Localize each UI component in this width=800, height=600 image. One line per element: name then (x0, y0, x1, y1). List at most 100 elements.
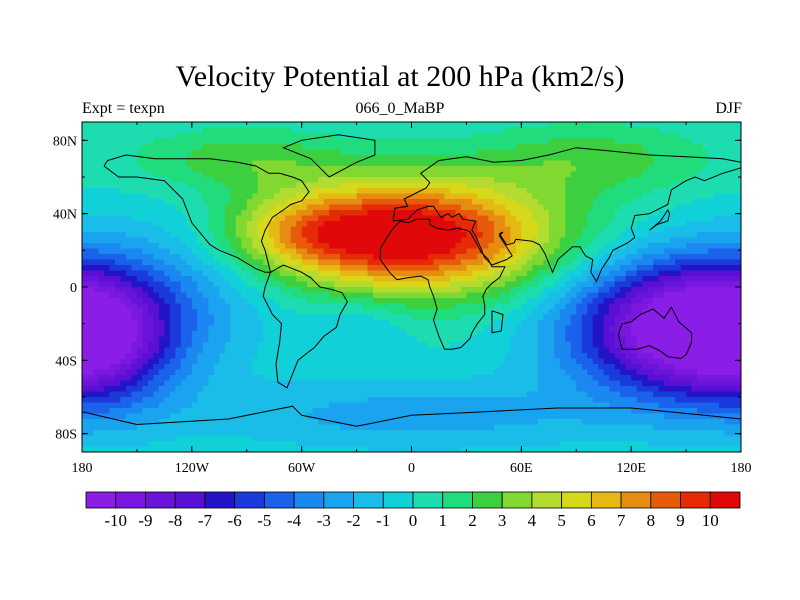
contour-cell (614, 342, 621, 349)
contour-cell (142, 259, 149, 266)
contour-cell (158, 243, 165, 250)
contour-cell (543, 160, 550, 167)
contour-cell (427, 204, 435, 211)
contour-cell (241, 204, 248, 211)
contour-cell (153, 243, 160, 250)
contour-cell (625, 331, 632, 338)
contour-cell (340, 199, 347, 206)
contour-cell (406, 210, 413, 217)
contour-cell (587, 232, 594, 239)
contour-cell (620, 133, 627, 140)
contour-cell (433, 259, 440, 266)
contour-cell (587, 127, 594, 134)
contour-cell (230, 309, 237, 316)
contour-cell (318, 138, 325, 145)
contour-cell (279, 204, 286, 211)
contour-cell (515, 303, 522, 310)
contour-cell (724, 155, 731, 162)
contour-cell (136, 248, 144, 255)
contour-cell (433, 270, 440, 277)
contour-cell (460, 276, 468, 283)
contour-cell (406, 237, 413, 244)
contour-cell (493, 248, 500, 255)
contour-cell (395, 199, 402, 206)
contour-cell (87, 127, 94, 134)
contour-cell (532, 232, 539, 239)
contour-cell (466, 254, 473, 261)
contour-cell (367, 127, 374, 134)
contour-cell (153, 226, 160, 233)
contour-cell (384, 133, 391, 140)
contour-cell (587, 149, 594, 156)
contour-cell (230, 259, 237, 266)
contour-cell (186, 204, 193, 211)
contour-cell (691, 325, 698, 332)
contour-cell (570, 232, 577, 239)
contour-cell (526, 122, 533, 129)
contour-cell (466, 127, 473, 134)
contour-cell (318, 127, 325, 134)
contour-cell (609, 325, 616, 332)
contour-cell (103, 281, 111, 288)
contour-cell (362, 215, 369, 222)
contour-cell (406, 171, 413, 178)
contour-cell (131, 221, 138, 228)
contour-cell (675, 320, 682, 327)
contour-cell (329, 254, 336, 261)
contour-cell (532, 133, 539, 140)
contour-cell (395, 281, 402, 288)
contour-cell (329, 204, 336, 211)
contour-cell (482, 243, 489, 250)
contour-cell (191, 314, 198, 321)
contour-cell (609, 265, 616, 272)
contour-cell (323, 177, 330, 184)
contour-cell (279, 314, 286, 321)
contour-cell (158, 232, 165, 239)
contour-cell (87, 298, 94, 305)
contour-cell (131, 320, 138, 327)
contour-cell (499, 331, 506, 338)
contour-cell (565, 144, 572, 151)
contour-cell (373, 259, 380, 266)
contour-cell (257, 314, 264, 321)
contour-cell (427, 199, 435, 206)
contour-cell (142, 133, 149, 140)
contour-cell (329, 166, 336, 173)
contour-cell (433, 298, 440, 305)
contour-cell (202, 166, 209, 173)
contour-cell (241, 342, 248, 349)
contour-cell (373, 265, 380, 272)
contour-cell (433, 265, 440, 272)
contour-cell (427, 298, 435, 305)
contour-cell (504, 155, 511, 162)
contour-cell (246, 292, 253, 299)
contour-cell (565, 177, 572, 184)
contour-cell (697, 303, 704, 310)
contour-cell (471, 265, 478, 272)
contour-cell (389, 166, 396, 173)
contour-cell (224, 199, 231, 206)
contour-cell (323, 160, 330, 167)
contour-cell (158, 160, 165, 167)
contour-cell (735, 160, 741, 167)
contour-cell (109, 237, 116, 244)
contour-cell (131, 144, 138, 151)
contour-cell (570, 303, 577, 310)
contour-cell (471, 331, 478, 338)
contour-cell (510, 342, 517, 349)
contour-cell (246, 122, 253, 129)
contour-cell (384, 331, 391, 338)
contour-cell (675, 221, 682, 228)
contour-cell (186, 336, 193, 343)
contour-cell (125, 298, 133, 305)
contour-cell (389, 144, 396, 151)
contour-cell (384, 325, 391, 332)
contour-cell (180, 259, 187, 266)
contour-cell (82, 160, 89, 167)
contour-cell (559, 122, 566, 129)
contour-cell (664, 237, 671, 244)
contour-cell (246, 347, 253, 354)
contour-cell (186, 215, 193, 222)
contour-cell (499, 226, 506, 233)
contour-cell (290, 331, 297, 338)
